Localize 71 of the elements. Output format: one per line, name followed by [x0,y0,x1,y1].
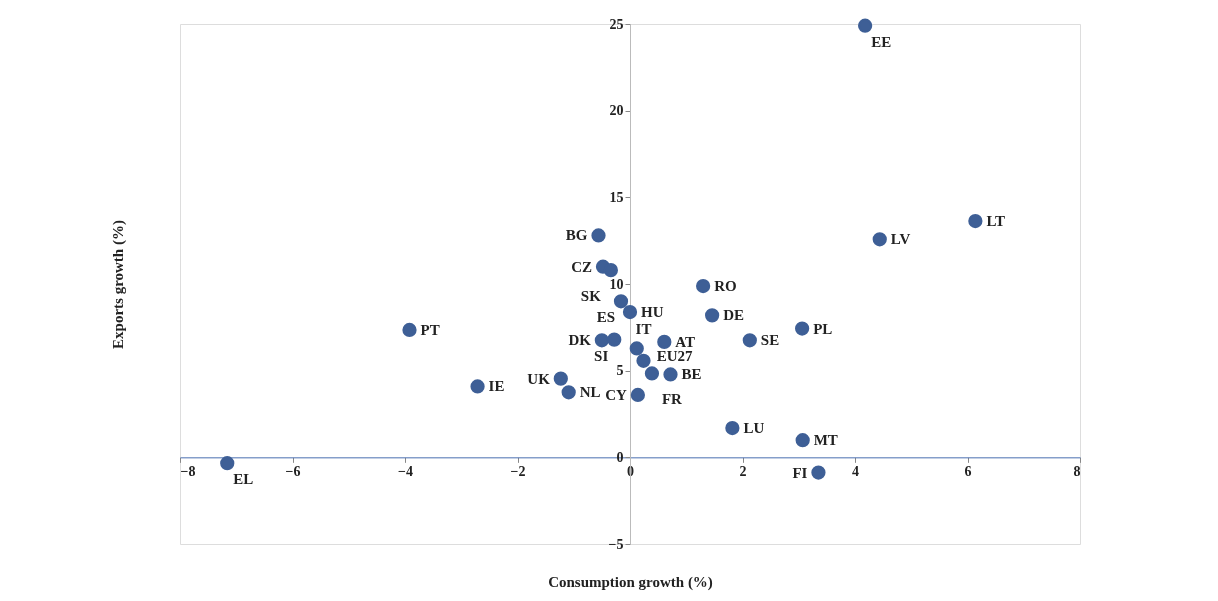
x-tick-label: 2 [739,463,747,479]
x-tick-label: 4 [852,463,859,479]
point [644,366,660,381]
x-tick-label: −6 [285,463,301,479]
point [603,263,618,278]
data-label: DK [568,332,592,349]
data-label: CY [605,386,628,403]
data-label: DE [723,307,744,324]
data-label: HU [641,304,664,321]
data-label: AT [675,333,696,350]
point [968,213,983,229]
point [872,232,887,247]
data-label: IE [488,378,505,395]
point [613,294,629,309]
point [594,333,609,348]
data-label: MT [813,432,838,449]
point [220,456,235,471]
data-label: EL [233,471,254,488]
point [622,304,638,320]
data-label: IT [635,320,652,337]
y-tick-label: 10 [609,276,624,292]
data-label: BG [565,227,588,244]
x-tick-label: −2 [510,463,526,479]
data-label: UK [527,370,551,387]
data-label: CZ [571,258,592,275]
point [663,367,678,382]
y-tick-label: 20 [609,103,624,119]
data-label: LT [986,213,1006,230]
point [795,321,810,336]
point [811,465,826,480]
y-tick-label: −5 [608,536,624,552]
data-label: LU [743,420,765,437]
point [607,332,622,347]
point [470,379,485,394]
data-label: RO [714,278,737,295]
point [657,334,672,350]
y-axis-title: Exports growth (%) [109,220,127,349]
data-label: FR [661,391,683,408]
data-label: PT [420,321,440,338]
data-label: SE [760,332,780,349]
x-tick-label: 8 [1073,463,1081,479]
data-label: FI [792,464,808,481]
point [561,385,576,400]
point [591,228,606,243]
data-label: NL [579,384,601,401]
data-label: EU27 [656,348,694,365]
point [705,308,720,323]
data-label: BE [681,366,702,383]
point [858,18,873,33]
data-label: ES [596,309,615,326]
y-tick-label: 5 [616,363,624,379]
point [630,387,645,403]
data-label: PL [813,320,833,337]
x-tick-label: −8 [180,463,196,479]
data-label: SK [580,288,602,305]
point [742,333,757,348]
data-label: EE [871,33,892,50]
y-tick-label: 15 [609,189,624,205]
point [725,420,740,436]
point [553,371,568,386]
data-label: LV [890,231,911,248]
data-label: SI [594,347,609,364]
point [795,433,810,448]
point [629,341,644,356]
point [696,278,711,294]
y-tick-label: 25 [609,16,624,32]
point [636,353,651,368]
x-tick-label: 6 [964,463,972,479]
point [402,322,417,338]
x-tick-label: −4 [398,463,413,479]
x-axis-title: Consumption growth (%) [548,573,713,591]
